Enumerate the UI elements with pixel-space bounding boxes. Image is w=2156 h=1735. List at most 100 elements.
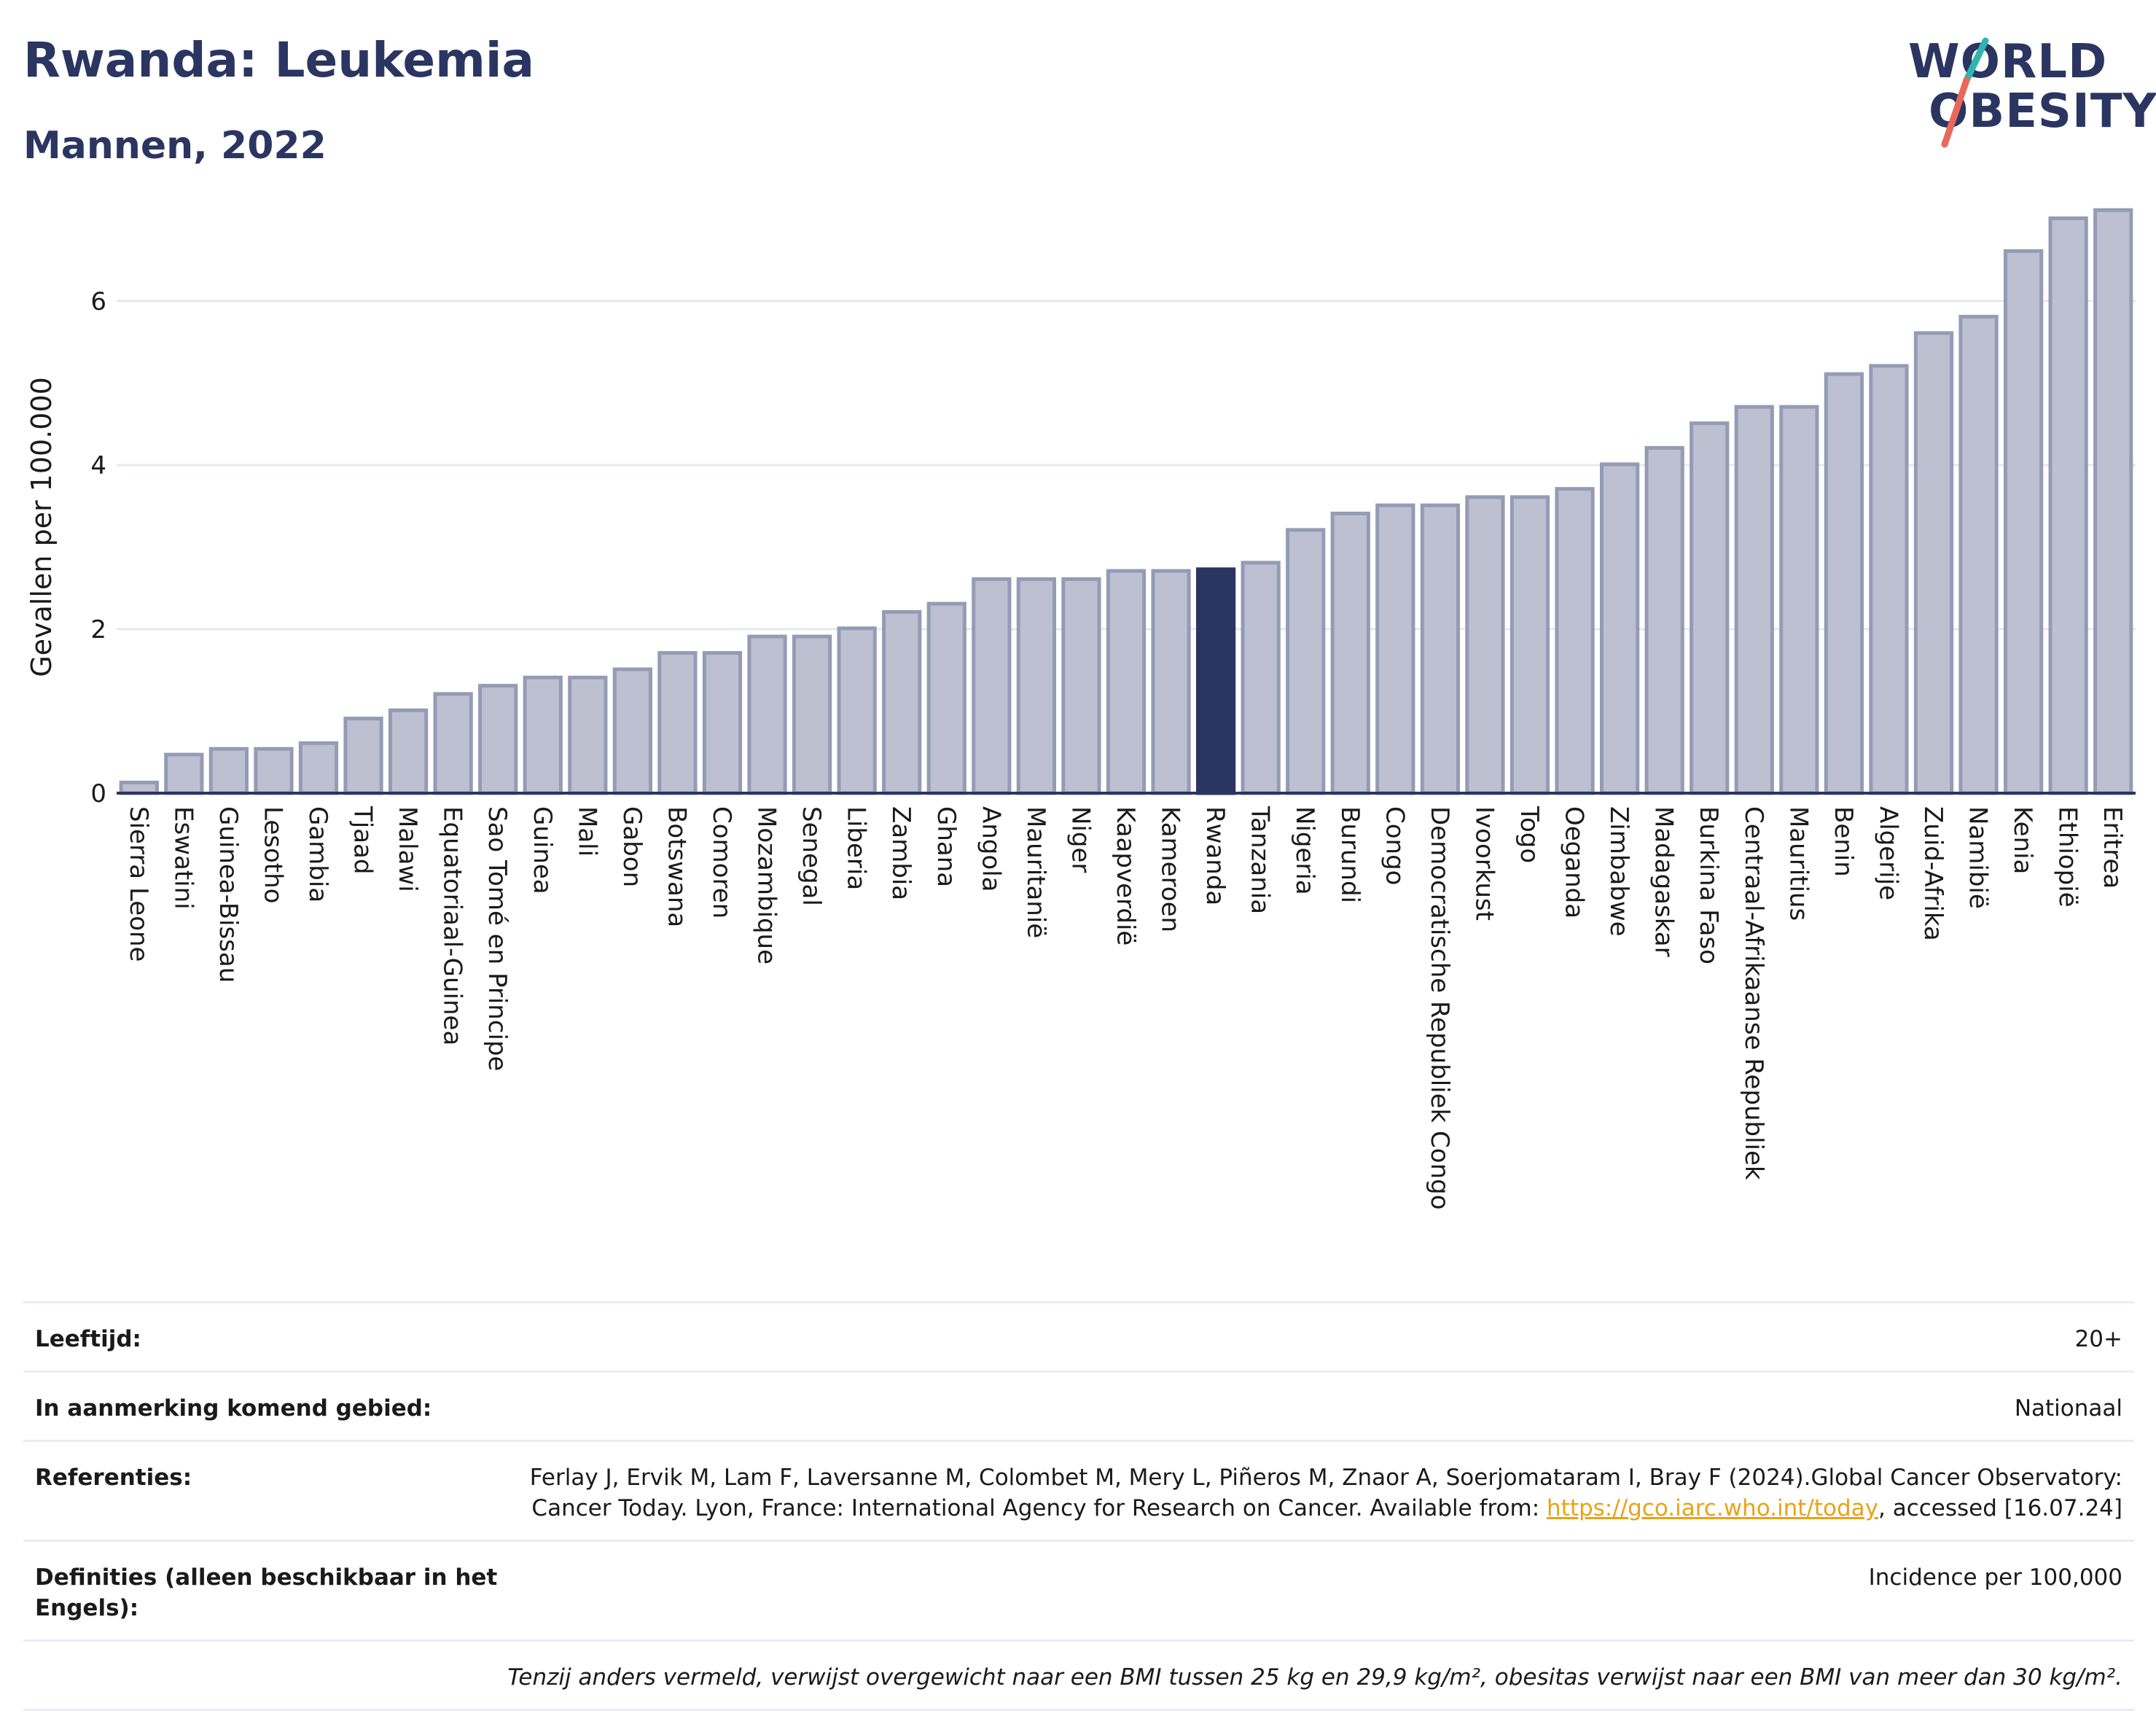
bar-togo [1509,495,1550,795]
x-tick-label: Mozambique [752,806,781,964]
bar-eswatini [164,752,204,795]
y-tick-label: 4 [90,451,106,480]
x-tick-label: Sierra Leone [124,806,153,962]
x-tick-label: Senegal [797,806,826,906]
bar-oeganda [1555,487,1595,795]
bar-equatoriaal-guinea [433,692,473,795]
page-title: Rwanda: Leukemia [23,32,535,88]
x-tick-label: Rwanda [1200,806,1230,905]
age-label: Leeftijd: [35,1326,141,1352]
bar-sierra-leone [119,780,159,795]
world-obesity-logo: WORLD OBESITY [1895,35,2156,159]
x-tick-label: Equatoriaal-Guinea [438,806,467,1045]
x-tick-label: Ethiopië [2053,806,2082,908]
area-value: Nationaal [2014,1395,2122,1422]
bar-eritrea [2093,208,2133,795]
bar-democratische-republiek-congo [1420,503,1461,795]
bar-ethiopi- [2048,216,2088,795]
bar-lesotho [254,746,294,795]
info-row-area: In aanmerking komend gebied: Nationaal [23,1371,2134,1440]
x-tick-label: Mali [572,806,601,857]
x-tick-label: Guinea-Bissau [214,806,243,983]
definitions-value: Incidence per 100,000 [1868,1564,2122,1591]
bar-mozambique [747,634,787,795]
footnote: Tenzij anders vermeld, verwijst overgewi… [23,1640,2134,1711]
x-tick-label: Lesotho [258,806,287,903]
x-tick-label: Madagaskar [1649,806,1679,957]
x-tick-label: Gambia [303,806,332,902]
logo-line-2: OBESITY [1929,85,2156,139]
x-tick-label: Zuid-Afrika [1918,806,1948,941]
x-tick-label: Mauritius [1784,806,1813,921]
bar-zimbabwe [1599,462,1640,795]
logo-line-1: WORLD [1908,35,2108,89]
y-axis-label: Gevallen per 100.000 [26,377,58,677]
bar-ivoorkust [1465,495,1505,795]
x-tick-label: Kaapverdië [1111,806,1140,946]
definitions-label: Definities (alleen beschikbaar in het En… [35,1564,498,1621]
x-tick-label: Eritrea [2098,806,2127,889]
logo-slash-top [1963,37,1989,84]
bar-centraal-afrikaanse-republiek [1734,405,1774,795]
info-row-definitions: Definities (alleen beschikbaar in het En… [23,1540,2134,1640]
info-table: Leeftijd: 20+ In aanmerking komend gebie… [23,1301,2134,1711]
references-link[interactable]: https://gco.iarc.who.int/today [1547,1495,1878,1521]
info-row-age: Leeftijd: 20+ [23,1301,2134,1371]
x-tick-label: Malawi [393,806,422,892]
x-tick-label: Kenia [2008,806,2037,874]
x-tick-label: Tjaad [348,806,378,874]
bar-kameroen [1151,569,1191,795]
bar-guinea [523,675,563,795]
x-tick-label: Gabon [617,806,647,887]
bar-tjaad [343,717,383,795]
x-tick-label: Comoren [707,806,736,919]
references-label: Referenties: [35,1465,192,1491]
y-tick-label: 2 [90,615,106,644]
x-tick-label: Guinea [528,806,557,894]
bar-kenia [2003,249,2044,795]
bar-senegal [792,634,832,795]
logo-slash-icon [1941,37,1989,148]
page-subtitle: Mannen, 2022 [23,124,327,168]
x-tick-label: Mauritanië [1021,806,1050,938]
bar-ghana [926,601,966,795]
x-tick-label: Namibië [1964,806,1993,909]
bar-gabon [612,667,653,795]
x-tick-label: Congo [1380,806,1409,885]
x-tick-label: Algerije [1873,806,1902,900]
info-row-references: Referenties: Ferlay J, Ervik M, Lam F, L… [23,1440,2134,1540]
bar-mauritius [1779,405,1819,795]
bar-burundi [1330,511,1370,795]
bar-kaapverdi- [1106,569,1147,795]
bar-mauritani- [1016,577,1057,795]
bar-algerije [1869,364,1909,795]
y-tick-label: 0 [90,779,106,808]
y-tick-label: 6 [90,287,106,316]
bar-guinea-bissau [208,746,249,795]
logo-slash-bottom [1941,77,1970,148]
bar-comoren [702,651,743,795]
x-tick-label: Burundi [1335,806,1364,903]
x-tick-label: Ivoorkust [1469,806,1499,921]
x-tick-label: Oeganda [1560,806,1589,919]
x-tick-label: Centraal-Afrikaanse Republiek [1739,806,1768,1180]
bar-zambia [882,609,922,795]
bar-rwanda [1195,567,1236,795]
references-value: Ferlay J, Ervik M, Lam F, Laversanne M, … [519,1462,2122,1524]
bar-congo [1375,503,1415,795]
x-tick-label: Sao Tomé en Principe [483,806,512,1071]
age-value: 20+ [2074,1326,2122,1352]
x-tick-label: Zambia [886,806,915,900]
bar-malawi [388,708,429,795]
bar-benin [1824,372,1864,795]
x-tick-label: Botswana [662,806,691,927]
area-label: In aanmerking komend gebied: [35,1395,432,1422]
bar-botswana [657,651,698,795]
x-tick-label: Kameroen [1156,806,1185,932]
references-accessed: , accessed [16.07.24] [1878,1495,2122,1521]
bar-mali [568,675,608,795]
bar-liberia [837,626,877,795]
bar-niger [1061,577,1101,795]
x-tick-label: Liberia [842,806,871,890]
bar-namibi- [1958,314,1999,795]
